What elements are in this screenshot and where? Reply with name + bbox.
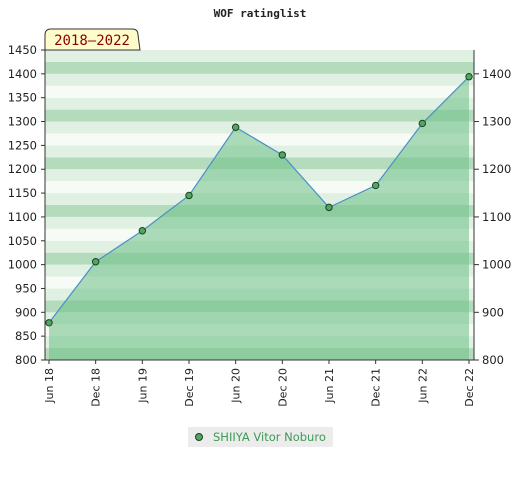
- y-axis-left-ticks: 800 850 900 950 1000 1050 1100 1150 1200 1250 1300…: [8, 43, 45, 367]
- y-tick-label-left: 900: [15, 305, 37, 319]
- x-tick-label: Jun 20: [230, 368, 243, 404]
- y-tick-label-right: 800: [482, 353, 504, 367]
- y-tick-label-right: 1200: [482, 162, 511, 176]
- background-band: [45, 133, 474, 146]
- background-band: [45, 109, 474, 122]
- y-tick-label-left: 800: [15, 353, 37, 367]
- y-tick-label-right: 1100: [482, 210, 511, 224]
- x-tick-label: Dec 19: [183, 368, 196, 407]
- y-tick-label-right: 1400: [482, 67, 511, 81]
- data-markers: [45, 73, 473, 327]
- data-point: [231, 123, 240, 131]
- x-tick-label: Jun 19: [136, 368, 149, 404]
- series-line: [48, 76, 470, 324]
- y-tick-label-left: 1150: [8, 186, 37, 200]
- x-tick-label: Jun 18: [43, 368, 56, 404]
- data-point: [465, 73, 473, 81]
- data-point: [325, 203, 333, 212]
- y-tick-label-right: 900: [482, 305, 504, 319]
- y-tick-label-left: 1100: [8, 210, 37, 224]
- data-point: [418, 119, 427, 128]
- axes: [44, 50, 475, 361]
- data-area: [48, 76, 470, 360]
- x-tick-label: Dec 21: [370, 368, 383, 407]
- data-point: [185, 191, 193, 200]
- x-tick-label: Dec 18: [90, 368, 103, 407]
- background-band: [45, 61, 474, 74]
- data-point: [138, 227, 147, 235]
- legend-marker: [195, 433, 203, 441]
- y-tick-label-left: 1050: [8, 234, 37, 248]
- y-tick-label-left: 950: [15, 281, 37, 295]
- period-badge: 2018–2022: [44, 28, 141, 51]
- background-band: [45, 50, 474, 62]
- y-tick-label-left: 850: [15, 329, 37, 343]
- y-axis-right-ticks: 800 900 1000 1100 1200 1300 1400: [474, 67, 511, 367]
- y-tick-label-left: 1450: [8, 43, 37, 57]
- y-tick-label-left: 1350: [8, 91, 37, 105]
- background-band: [45, 85, 474, 98]
- x-tick-label: Jun 21: [323, 368, 336, 404]
- data-point: [91, 258, 100, 266]
- background-band: [45, 97, 474, 110]
- x-axis-ticks: Jun 18 Dec 18 Jun 19 Dec 19 Jun 20 Dec 20 Jun …: [43, 360, 476, 407]
- background-band: [45, 73, 474, 86]
- data-point: [371, 181, 380, 190]
- period-badge-label: 2018–2022: [54, 33, 130, 49]
- series-area: [49, 76, 469, 360]
- x-tick-label: Dec 22: [463, 368, 476, 407]
- data-point: [278, 151, 287, 159]
- y-tick-label-right: 1000: [482, 258, 511, 272]
- background-band: [45, 121, 474, 134]
- chart-title: WOF ratinglist: [214, 7, 307, 20]
- x-tick-label: Jun 22: [416, 368, 429, 404]
- legend[interactable]: SHIIYA Vitor Noburo: [188, 427, 333, 447]
- y-tick-label-right: 1300: [482, 115, 511, 129]
- y-tick-label-left: 1250: [8, 138, 37, 152]
- legend-series-label: SHIIYA Vitor Noburo: [213, 430, 326, 444]
- y-tick-label-left: 1300: [8, 115, 37, 129]
- x-tick-label: Dec 20: [276, 368, 289, 407]
- y-tick-label-left: 1200: [8, 162, 37, 176]
- data-point: [45, 319, 53, 327]
- y-tick-label-left: 1400: [8, 67, 37, 81]
- y-tick-label-left: 1000: [8, 258, 37, 272]
